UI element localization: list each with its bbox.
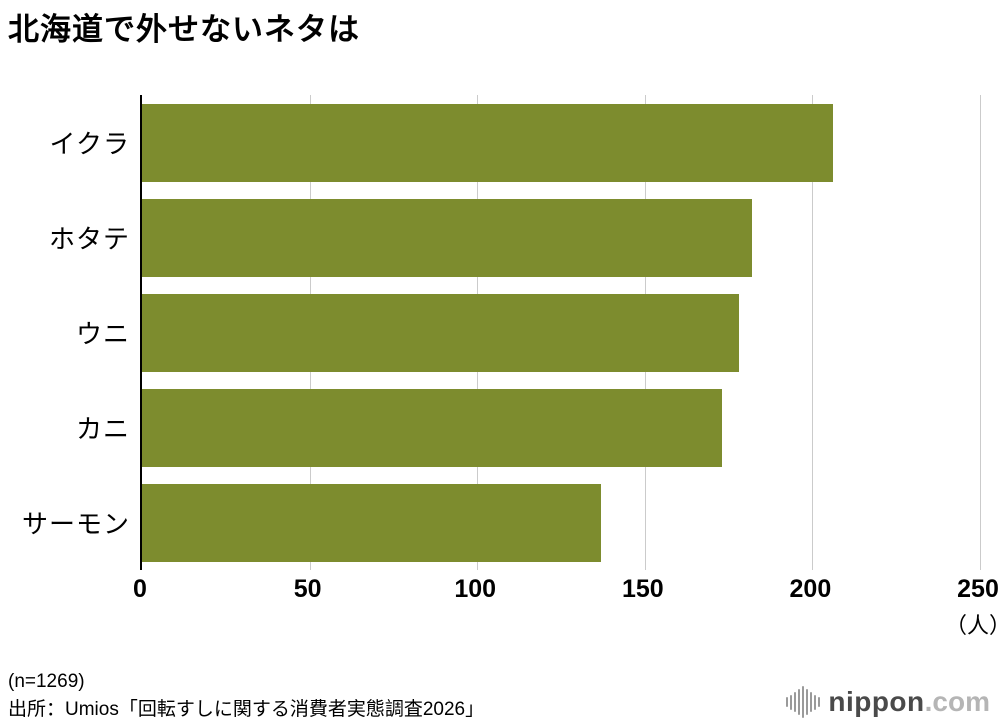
bar-カニ [142, 388, 722, 467]
bar-ウニ [142, 293, 739, 372]
axis-unit-label: （人） [944, 613, 1000, 638]
sample-size-text: (n=1269) [8, 671, 85, 692]
x-axis-ticks: 0 50 100 150 200 250 [133, 575, 999, 607]
gridline [980, 95, 981, 570]
category-label: ウニ [75, 319, 130, 349]
y-axis-labels: イクラホタテウニカニサーモン [0, 95, 130, 570]
bar-サーモン [142, 483, 602, 562]
source-text: 出所：Umios「回転すしに関する消費者実態調査2026」 [8, 698, 485, 720]
category-label: カニ [75, 414, 130, 444]
nippon-com-logo: nippon.com [786, 686, 990, 718]
x-tick-label: 200 [789, 575, 832, 603]
category-label: サーモン [21, 509, 130, 539]
nippon-logo-icon [786, 686, 821, 718]
x-tick-label: 100 [454, 575, 497, 603]
footer: (n=1269) 出所：Umios「回転すしに関する消費者実態調査2026」 [8, 668, 484, 723]
plot-area [140, 95, 981, 570]
logo-wordmark: nippon.com [828, 686, 990, 717]
axis-unit-row: （人） [140, 608, 1000, 638]
chart-title: 北海道で外せないネタは [8, 12, 360, 47]
category-label: ホタテ [48, 224, 130, 254]
bar-イクラ [142, 103, 833, 182]
gridline [812, 95, 814, 570]
x-tick-label: 0 [133, 575, 147, 603]
x-tick-label: 150 [621, 575, 664, 603]
category-label: イクラ [49, 129, 130, 159]
x-tick-label: 50 [293, 575, 322, 603]
bar-ホタテ [142, 198, 753, 277]
x-tick-label: 250 [957, 575, 999, 603]
